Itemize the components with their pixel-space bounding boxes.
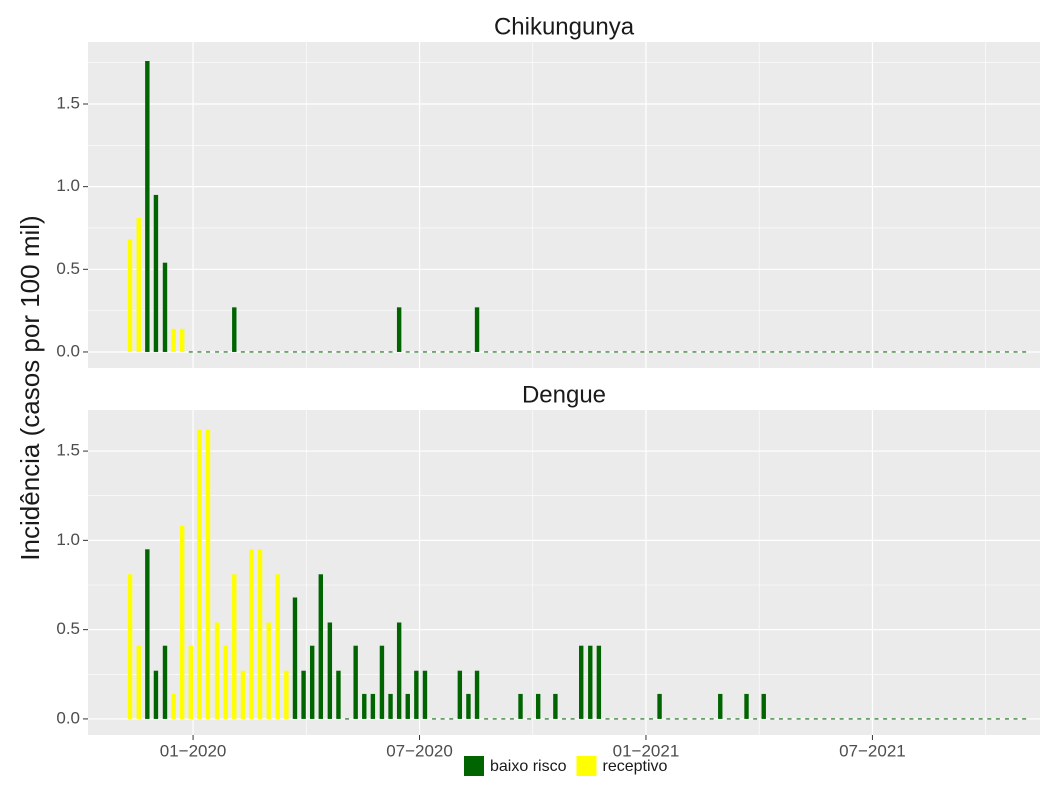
bar — [153, 670, 159, 719]
bar — [370, 693, 376, 719]
legend-swatch — [576, 756, 597, 776]
bar — [744, 693, 749, 719]
y-tick-label: 1.0 — [56, 530, 80, 549]
bar — [327, 622, 333, 719]
bar — [136, 645, 141, 719]
bar — [197, 429, 202, 719]
bar — [718, 693, 723, 719]
bar — [474, 670, 480, 719]
bar — [405, 693, 410, 719]
bar — [127, 239, 133, 352]
bar — [127, 574, 133, 719]
bar — [596, 645, 602, 719]
bar — [518, 693, 523, 719]
bar — [180, 328, 185, 352]
bar — [284, 670, 289, 719]
bar — [162, 645, 168, 719]
bar — [388, 693, 393, 719]
legend-label: receptivo — [602, 758, 667, 775]
legend-swatch — [464, 756, 484, 776]
bar — [336, 670, 341, 719]
y-tick-label: 1.5 — [56, 441, 80, 460]
x-tick-label: 07−2021 — [839, 741, 906, 760]
bar — [414, 670, 419, 719]
bar — [309, 645, 315, 719]
bar — [275, 574, 280, 719]
bar — [145, 61, 150, 352]
bar — [379, 645, 385, 719]
bar — [474, 307, 480, 352]
bar — [396, 307, 402, 352]
y-axis-label: Incidência (casos por 100 mil) — [15, 215, 45, 560]
bar — [292, 597, 298, 719]
bar — [188, 645, 194, 719]
bar — [205, 429, 211, 719]
bar — [553, 693, 558, 719]
bar — [257, 549, 263, 719]
x-tick-label: 01−2020 — [160, 741, 227, 760]
bar — [301, 670, 306, 719]
x-tick-label: 07−2020 — [386, 741, 453, 760]
bar — [153, 194, 159, 352]
bar — [162, 262, 168, 352]
bar — [171, 693, 176, 719]
bar — [396, 622, 402, 719]
bar — [214, 622, 220, 719]
y-tick-label: 0.5 — [56, 619, 80, 638]
panel-background — [88, 410, 1040, 735]
bar — [232, 307, 237, 352]
bar — [232, 574, 237, 719]
panel-background — [88, 42, 1040, 368]
bar — [579, 645, 584, 719]
y-tick-label: 0.5 — [56, 259, 80, 278]
y-tick-label: 0.0 — [56, 341, 80, 360]
y-tick-label: 1.5 — [56, 93, 80, 112]
bar — [362, 693, 367, 719]
panel-title: Dengue — [522, 381, 606, 408]
bar — [223, 645, 228, 719]
bar — [761, 693, 766, 719]
y-tick-label: 0.0 — [56, 708, 80, 727]
bar — [457, 670, 463, 719]
bar — [657, 693, 662, 719]
bar — [136, 218, 141, 352]
bar — [240, 670, 246, 719]
panel-title: Chikungunya — [494, 13, 635, 40]
bar — [466, 693, 471, 719]
y-tick-label: 1.0 — [56, 176, 80, 195]
bar — [145, 549, 150, 719]
bar — [318, 574, 323, 719]
bar — [180, 526, 185, 719]
bar — [249, 549, 254, 719]
bar — [588, 645, 593, 719]
bar — [171, 328, 176, 352]
legend-label: baixo risco — [490, 758, 567, 775]
bar — [422, 670, 428, 719]
bar — [266, 622, 271, 719]
x-tick-label: 01−2021 — [613, 741, 680, 760]
bar — [353, 645, 358, 719]
bar — [535, 693, 541, 719]
